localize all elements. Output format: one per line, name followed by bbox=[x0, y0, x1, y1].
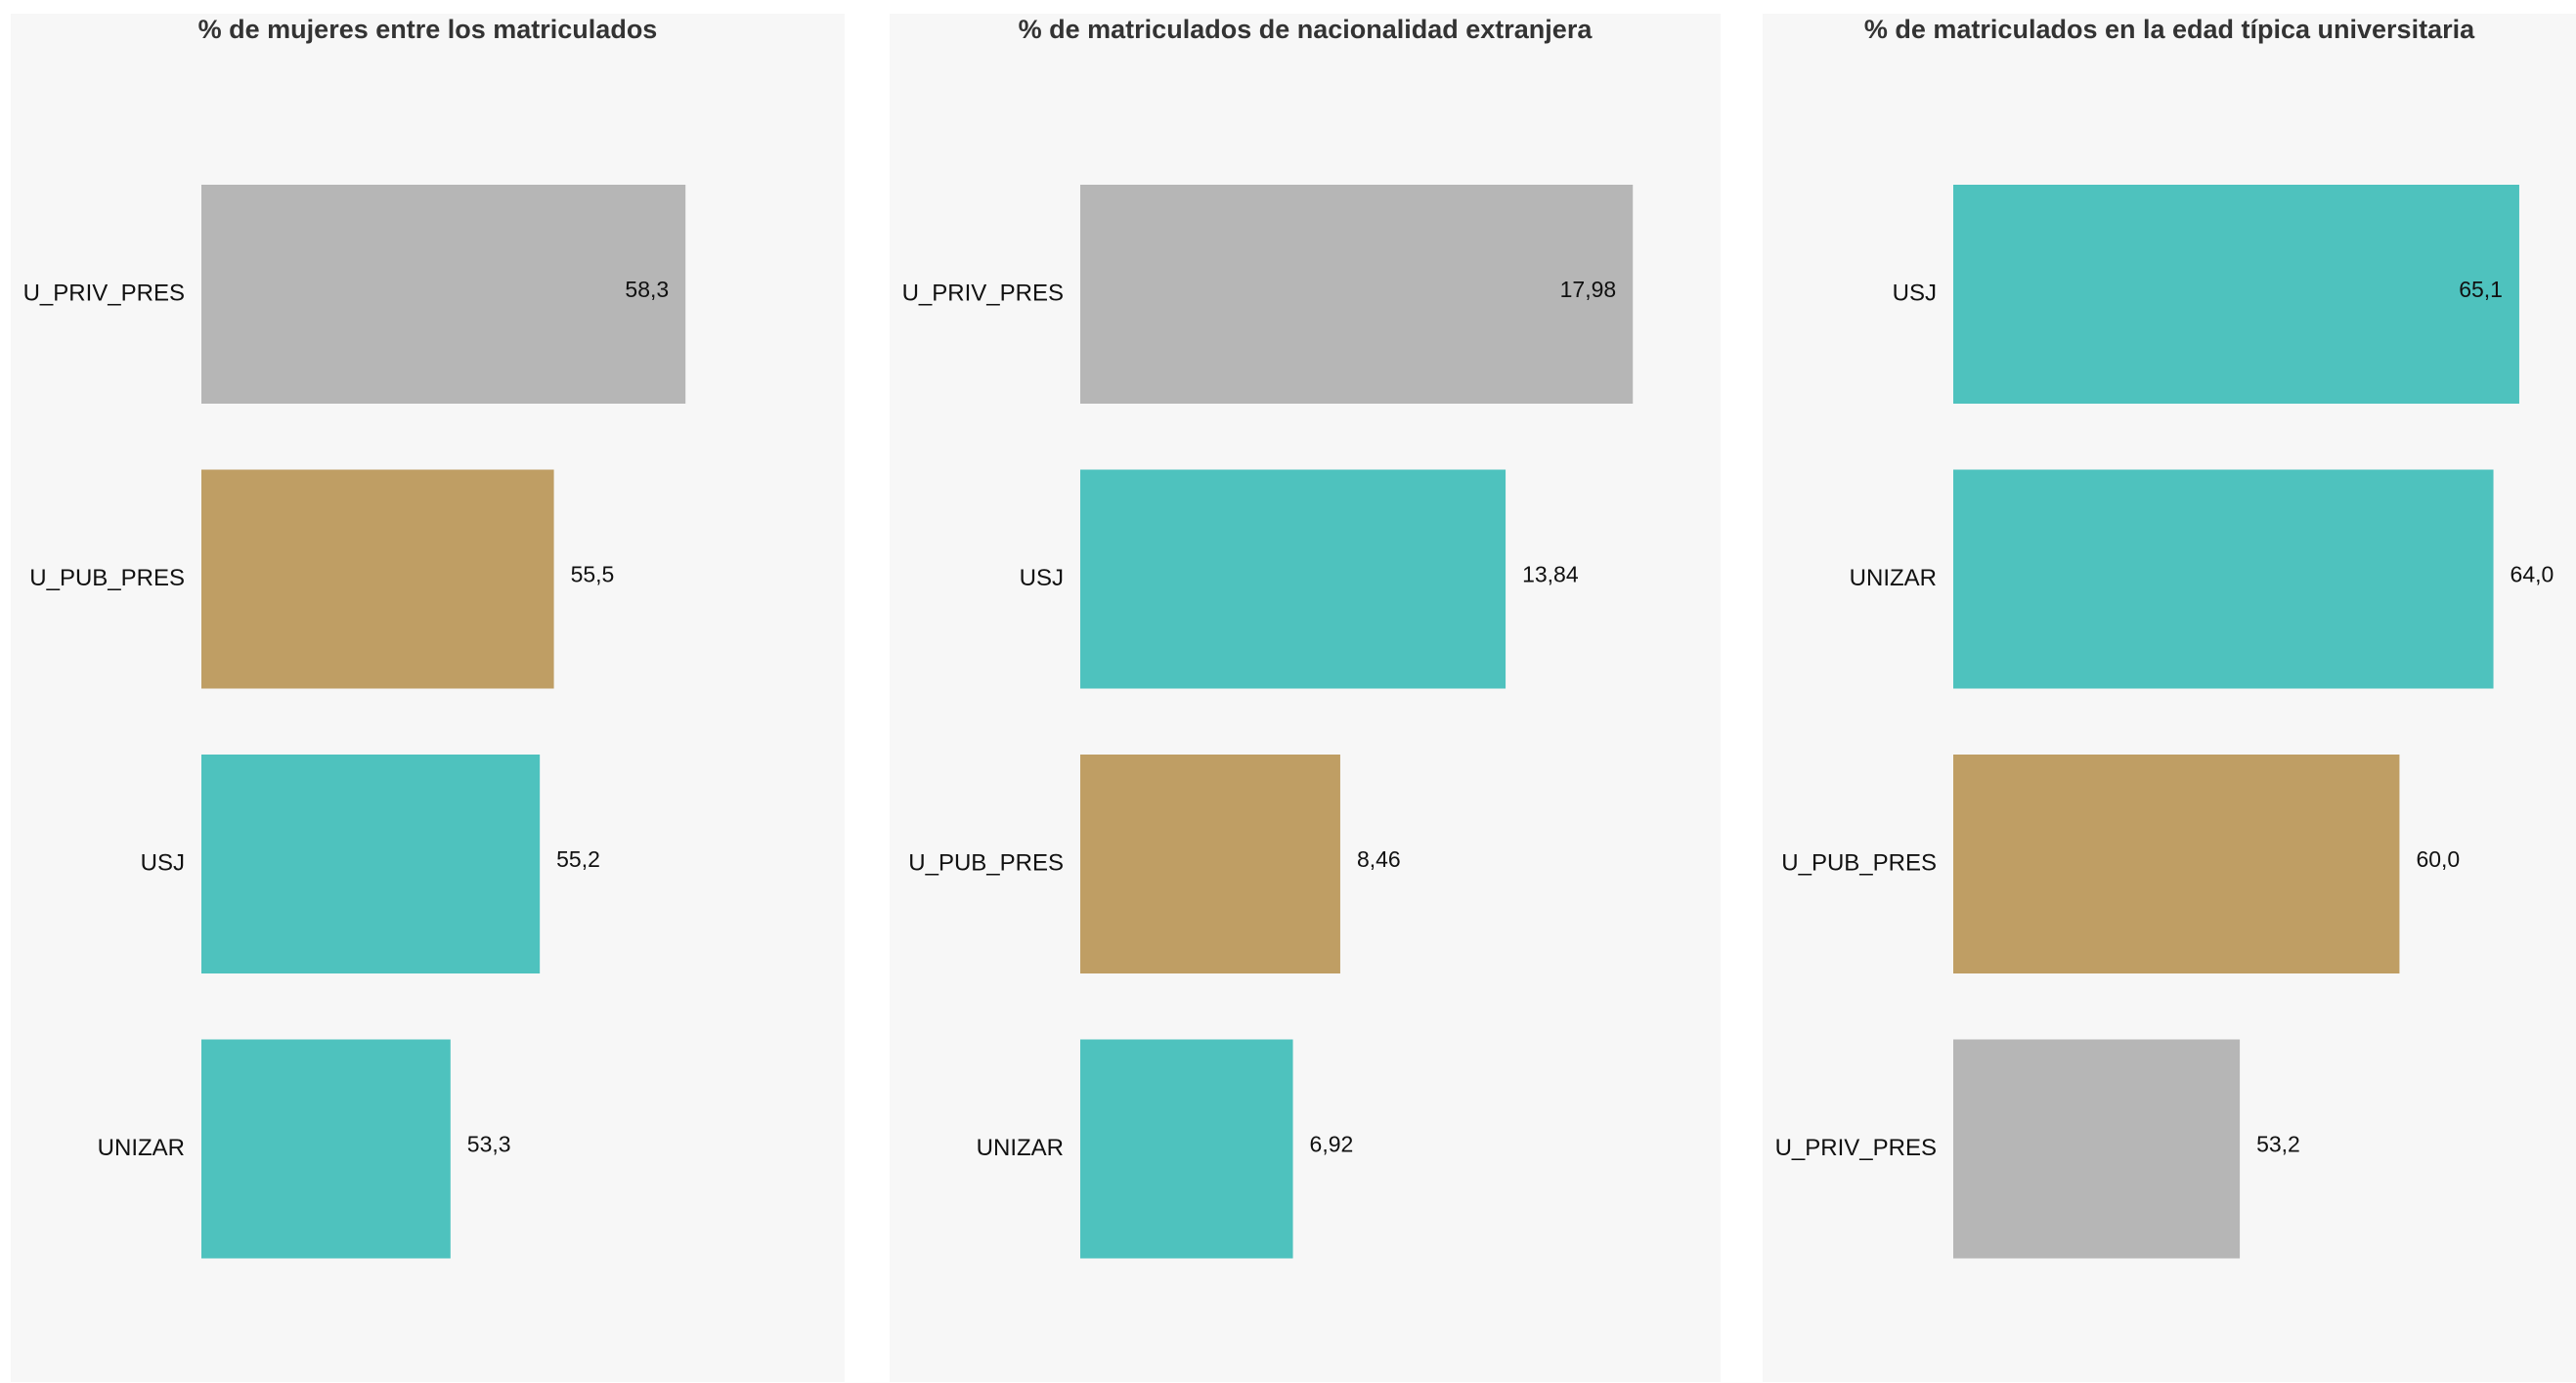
chart-panel-women: % de mujeres entre los matriculados U_PR… bbox=[11, 14, 845, 1382]
bar-usj bbox=[201, 755, 541, 973]
category-label: UNIZAR bbox=[977, 1135, 1064, 1161]
value-label: 55,5 bbox=[571, 562, 615, 587]
chart-title: % de mujeres entre los matriculados bbox=[197, 15, 658, 44]
bar-plot: USJ 65,1 UNIZAR 64,0 U_PUB_PRES 60,0 U_PRIV_PR… bbox=[1775, 185, 2554, 1259]
category-label: U_PRIV_PRES bbox=[902, 280, 1064, 306]
category-label: U_PUB_PRES bbox=[908, 849, 1064, 876]
value-label: 65,1 bbox=[2459, 277, 2503, 302]
chart-title: % de matriculados en la edad típica univ… bbox=[1863, 15, 2475, 44]
bar-plot: U_PRIV_PRES 17,98 USJ 13,84 U_PUB_PRES 8,46 UN… bbox=[902, 185, 1634, 1259]
bar-u-pub-pres bbox=[1953, 755, 2400, 973]
value-label: 53,2 bbox=[2256, 1132, 2300, 1157]
bar-u-pub-pres bbox=[1080, 755, 1340, 973]
category-label: UNIZAR bbox=[1850, 565, 1937, 591]
category-label: UNIZAR bbox=[98, 1135, 185, 1161]
value-label: 6,92 bbox=[1310, 1132, 1354, 1157]
bar-u-priv-pres bbox=[1953, 1039, 2241, 1259]
bar-u-priv-pres bbox=[1080, 185, 1634, 404]
bar-usj bbox=[1953, 185, 2519, 404]
value-label: 55,2 bbox=[556, 846, 600, 872]
value-label: 17,98 bbox=[1560, 277, 1617, 302]
category-label: USJ bbox=[141, 849, 185, 876]
value-label: 58,3 bbox=[625, 277, 669, 302]
chart-panel-typical-age: % de matriculados en la edad típica univ… bbox=[1763, 14, 2576, 1382]
value-label: 8,46 bbox=[1357, 846, 1401, 872]
category-label: USJ bbox=[1893, 280, 1937, 306]
bar-usj bbox=[1080, 469, 1506, 689]
bar-unizar bbox=[1953, 469, 2494, 689]
bar-plot: U_PRIV_PRES 58,3 U_PUB_PRES 55,5 USJ 55,2 UNIZ… bbox=[23, 185, 686, 1259]
value-label: 64,0 bbox=[2511, 562, 2554, 587]
category-label: U_PUB_PRES bbox=[29, 565, 185, 591]
category-label: USJ bbox=[1020, 565, 1064, 591]
value-label: 53,3 bbox=[467, 1132, 511, 1157]
category-label: U_PUB_PRES bbox=[1781, 849, 1937, 876]
category-label: U_PRIV_PRES bbox=[1775, 1135, 1937, 1161]
bar-u-priv-pres bbox=[201, 185, 686, 404]
bar-unizar bbox=[1080, 1039, 1293, 1259]
bar-unizar bbox=[201, 1039, 451, 1259]
chart-panel-foreign: % de matriculados de nacionalidad extran… bbox=[890, 14, 1721, 1382]
value-label: 13,84 bbox=[1522, 562, 1579, 587]
category-label: U_PRIV_PRES bbox=[23, 280, 185, 306]
bar-u-pub-pres bbox=[201, 469, 554, 689]
value-label: 60,0 bbox=[2416, 846, 2460, 872]
chart-title: % de matriculados de nacionalidad extran… bbox=[1018, 15, 1593, 44]
